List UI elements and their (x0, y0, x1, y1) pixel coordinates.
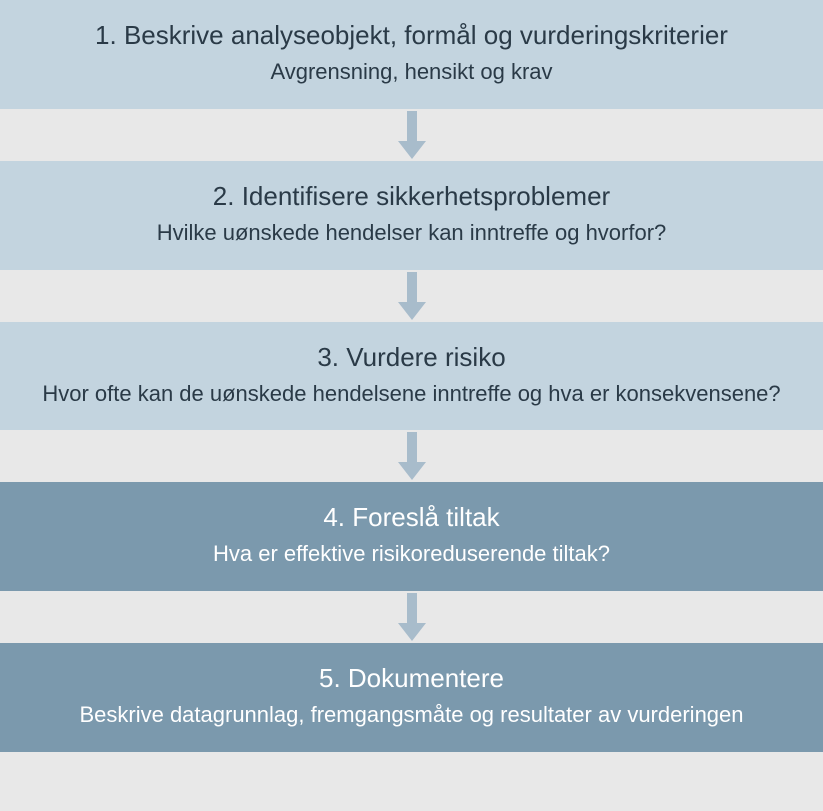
step-subtitle: Hva er effektive risikoreduserende tilta… (213, 539, 610, 569)
step-title: 2. Identifisere sikkerhetsproblemer (213, 179, 610, 214)
step-title: 4. Foreslå tiltak (323, 500, 499, 535)
step-box-5: 5. Dokumentere Beskrive datagrunnlag, fr… (0, 643, 823, 752)
arrow-down-icon (398, 272, 426, 320)
step-subtitle: Avgrensning, hensikt og krav (270, 57, 552, 87)
step-box-2: 2. Identifisere sikkerhetsproblemer Hvil… (0, 161, 823, 270)
step-subtitle: Beskrive datagrunnlag, fremgangsmåte og … (79, 700, 743, 730)
arrow-down-icon (398, 111, 426, 159)
step-subtitle: Hvilke uønskede hendelser kan inntreffe … (157, 218, 667, 248)
arrow-gap (0, 430, 823, 482)
step-box-4: 4. Foreslå tiltak Hva er effektive risik… (0, 482, 823, 591)
step-subtitle: Hvor ofte kan de uønskede hendelsene inn… (42, 379, 780, 409)
step-title: 5. Dokumentere (319, 661, 504, 696)
arrow-gap (0, 109, 823, 161)
arrow-gap (0, 591, 823, 643)
arrow-down-icon (398, 432, 426, 480)
step-title: 1. Beskrive analyseobjekt, formål og vur… (95, 18, 728, 53)
step-box-1: 1. Beskrive analyseobjekt, formål og vur… (0, 0, 823, 109)
arrow-gap (0, 270, 823, 322)
step-title: 3. Vurdere risiko (317, 340, 505, 375)
arrow-down-icon (398, 593, 426, 641)
step-box-3: 3. Vurdere risiko Hvor ofte kan de uønsk… (0, 322, 823, 431)
